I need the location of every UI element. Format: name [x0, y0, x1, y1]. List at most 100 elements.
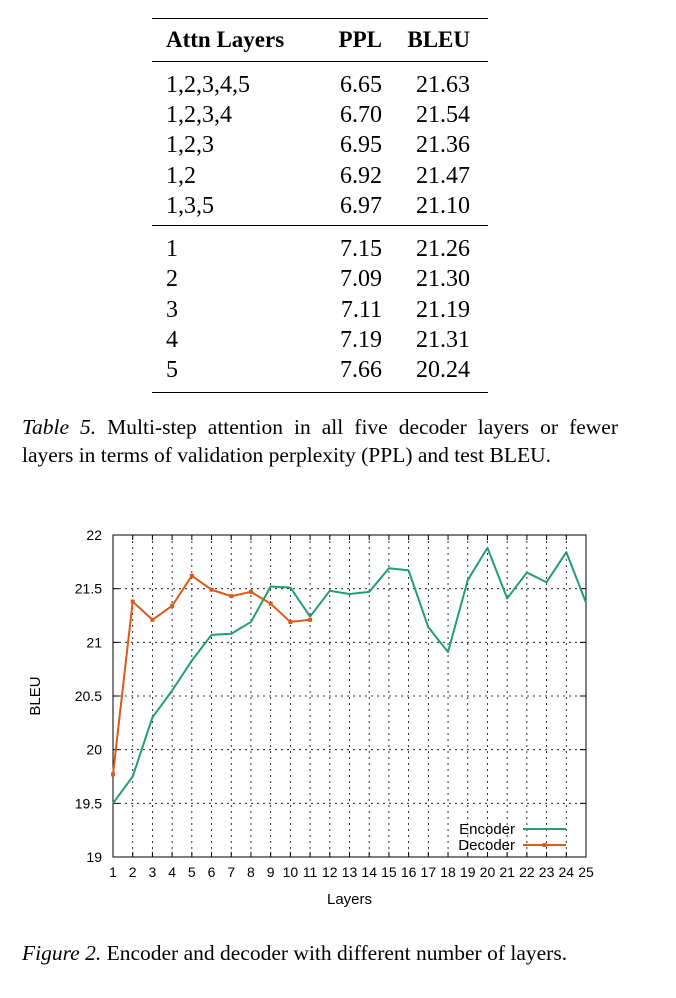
- header-attn-layers: Attn Layers: [166, 27, 285, 52]
- table-row: 1,2,3,4 6.70 21.54: [152, 100, 488, 130]
- table-group-rule: [152, 225, 488, 227]
- x-tick-label: 15: [381, 864, 397, 880]
- cell-ppl: 6.65: [340, 71, 382, 98]
- legend-decoder-marker: [542, 843, 547, 847]
- series: [111, 546, 587, 804]
- cell-attn: 1,3,5: [166, 192, 214, 219]
- y-tick-label: 21: [86, 634, 102, 650]
- decoder-point: [130, 599, 135, 604]
- legend-decoder-label: Decoder: [458, 837, 515, 854]
- y-tick-label: 20.5: [75, 688, 102, 704]
- cell-ppl: 6.97: [340, 192, 382, 219]
- x-tick-label: 1: [109, 864, 117, 880]
- table-top-rule: [152, 18, 488, 19]
- x-tick-label: 11: [303, 864, 318, 880]
- x-tick-label: 23: [539, 864, 555, 880]
- table-row: 2 7.09 21.30: [152, 265, 488, 295]
- x-tick-label: 10: [283, 864, 299, 880]
- grid: [112, 534, 587, 858]
- figure-caption-label: Figure 2.: [22, 941, 102, 965]
- x-tick-label: 2: [129, 864, 137, 880]
- table-row: 1,2 6.92 21.47: [152, 161, 488, 191]
- table-row: 4 7.19 21.31: [152, 325, 488, 355]
- decoder-point: [209, 587, 214, 592]
- x-tick-label: 4: [168, 864, 176, 880]
- table-bottom-rule: [152, 391, 488, 393]
- x-tick-label: 3: [149, 864, 157, 880]
- y-tick-label: 21.5: [75, 581, 102, 597]
- table-header-rule: [152, 61, 488, 62]
- cell-attn: 4: [166, 327, 178, 354]
- legend: Encoder Decoder: [458, 821, 566, 854]
- x-tick-label: 17: [421, 864, 437, 880]
- decoder-point: [189, 573, 194, 578]
- table-caption-label: Table 5.: [22, 415, 97, 439]
- table-row: 5 7.66 20.24: [152, 356, 488, 386]
- x-tick-label: 19: [460, 864, 476, 880]
- decoder-point: [308, 617, 313, 622]
- x-tick-label: 7: [227, 864, 235, 880]
- x-tick-label: 20: [480, 864, 496, 880]
- cell-bleu: 21.54: [416, 101, 470, 128]
- cell-ppl: 6.70: [340, 101, 382, 128]
- figure-caption-text: Encoder and decoder with different numbe…: [101, 941, 568, 965]
- table-row: 3 7.11 21.19: [152, 295, 488, 325]
- x-tick-label: 22: [519, 864, 535, 880]
- cell-ppl: 6.92: [340, 162, 382, 189]
- table-caption: Table 5. Multi-step attention in all fiv…: [22, 413, 618, 469]
- series-line-encoder: [112, 546, 587, 804]
- cell-bleu: 21.19: [416, 296, 470, 323]
- decoder-point: [111, 772, 115, 777]
- cell-ppl: 7.19: [340, 327, 382, 354]
- x-tick-label: 16: [401, 864, 417, 880]
- cell-ppl: 7.66: [340, 357, 382, 384]
- y-tick-label: 19.5: [75, 795, 102, 811]
- cell-bleu: 21.30: [416, 266, 470, 293]
- cell-bleu: 21.31: [416, 327, 470, 354]
- table-row: 1 7.15 21.26: [152, 234, 488, 264]
- decoder-point: [268, 601, 273, 606]
- cell-attn: 1: [166, 236, 178, 263]
- figure-caption: Figure 2. Encoder and decoder with diffe…: [22, 939, 618, 967]
- x-tick-label: 18: [440, 864, 456, 880]
- cell-bleu: 20.24: [416, 357, 470, 384]
- table-group-single: 1 7.15 21.26 2 7.09 21.30 3 7.11 21.19 4…: [152, 226, 488, 391]
- decoder-point: [170, 603, 175, 608]
- header-bleu: BLEU: [407, 27, 470, 52]
- table-row: 1,3,5 6.97 21.10: [152, 191, 488, 221]
- y-tick-label: 20: [86, 742, 102, 758]
- cell-bleu: 21.36: [416, 132, 470, 159]
- table-row: 1,2,3 6.95 21.36: [152, 131, 488, 161]
- cell-ppl: 6.95: [340, 132, 382, 159]
- cell-attn: 3: [166, 296, 178, 323]
- y-axis-label: BLEU: [27, 676, 44, 715]
- x-tick-label: 14: [361, 864, 377, 880]
- x-axis-label: Layers: [327, 891, 372, 908]
- decoder-point: [229, 594, 234, 599]
- cell-attn: 1,2,3: [166, 132, 214, 159]
- decoder-point: [288, 619, 293, 624]
- cell-attn: 1,2: [166, 162, 196, 189]
- table-row: 1,2,3,4,5 6.65 21.63: [152, 70, 488, 100]
- cell-bleu: 21.47: [416, 162, 470, 189]
- x-tick-label: 12: [322, 864, 338, 880]
- header-ppl: PPL: [338, 27, 382, 52]
- decoder-point: [150, 617, 155, 622]
- x-tick-label: 8: [247, 864, 255, 880]
- y-tick-label: 22: [86, 527, 102, 543]
- bleu-layers-chart: 1 2 3 4 5 6 7 8 9 10 11 12 13 14 15 16 17 18 19 20 21 22 23 24 2…: [27, 527, 594, 908]
- x-tick-label: 5: [188, 864, 196, 880]
- x-tick-label: 6: [208, 864, 216, 880]
- cell-ppl: 7.09: [340, 266, 382, 293]
- legend-encoder-label: Encoder: [459, 821, 515, 838]
- x-tick-label: 13: [342, 864, 358, 880]
- table-header-row: Attn Layers PPL BLEU: [152, 19, 488, 61]
- cell-bleu: 21.63: [416, 71, 470, 98]
- x-tick-label: 21: [499, 864, 515, 880]
- decoder-point: [248, 589, 253, 594]
- table-group-multi: 1,2,3,4,5 6.65 21.63 1,2,3,4 6.70 21.54 …: [152, 62, 488, 225]
- table-caption-text: Multi-step attention in all five decoder…: [22, 415, 619, 467]
- x-tick-label: 24: [559, 864, 575, 880]
- axis-ticks: 1 2 3 4 5 6 7 8 9 10 11 12 13 14 15 16 17 18 19 20 21 22 23 24 2…: [75, 527, 594, 880]
- cell-attn: 2: [166, 266, 178, 293]
